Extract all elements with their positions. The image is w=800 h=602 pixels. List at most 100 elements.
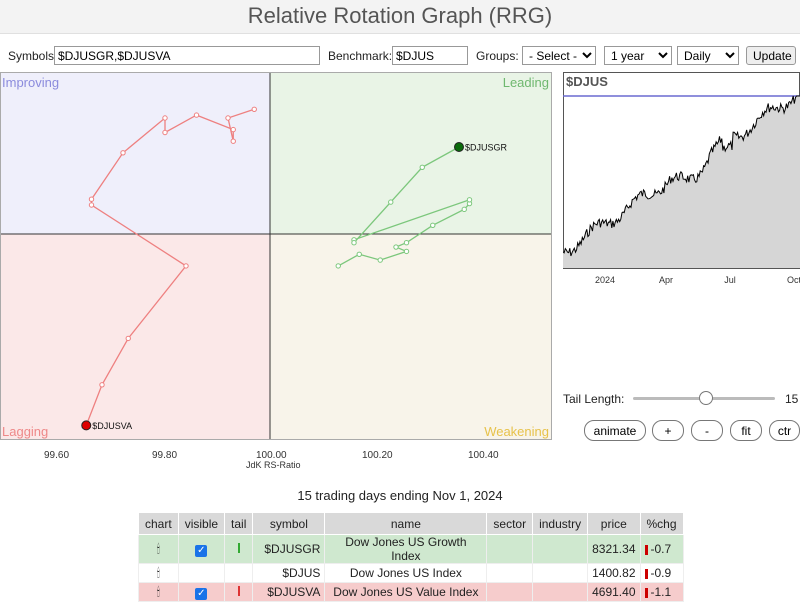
series-tail-point[interactable] (356, 251, 362, 258)
fit-button[interactable]: fit (730, 420, 762, 441)
series-tail-point[interactable] (430, 222, 436, 229)
center-button[interactable]: ctr (769, 420, 800, 441)
series-tail-point[interactable] (466, 197, 473, 203)
check-icon: ✓ (195, 587, 208, 600)
weakening-label: Weakening (484, 424, 549, 439)
interval-select[interactable]: Daily (677, 46, 739, 65)
series-tail-point[interactable] (351, 240, 357, 246)
period-select[interactable]: 1 year (604, 46, 672, 65)
zoom-in-button[interactable]: + (652, 420, 684, 441)
mini-chart-price-line (563, 95, 800, 257)
industry-cell (532, 582, 589, 602)
sector-cell (486, 534, 534, 564)
update-button[interactable]: Update (746, 46, 796, 65)
x-axis-title: JdK RS-Ratio (246, 460, 301, 470)
series-tail-point[interactable] (183, 263, 189, 269)
series-tail-point[interactable] (335, 263, 341, 269)
series-tail-point[interactable] (88, 196, 95, 202)
col-tail: tail (224, 512, 254, 535)
quadrant-improving (0, 72, 270, 234)
col-name: name (324, 512, 488, 535)
sector-cell (486, 582, 534, 602)
series-tail-point[interactable] (403, 248, 410, 255)
x-tick-label: 100.20 (362, 450, 393, 461)
mini-x-tick: 2024 (595, 275, 615, 285)
series-tail-point[interactable] (403, 240, 410, 246)
symbol-cell[interactable]: $DJUS (252, 563, 326, 583)
chg-cell: -0.7 (639, 534, 684, 564)
symbols-label: Symbols: (8, 49, 58, 63)
x-tick-label: 99.80 (152, 450, 178, 461)
animate-button[interactable]: animate (584, 420, 646, 441)
symbol-cell[interactable]: $DJUSVA (252, 582, 326, 602)
tail-color-cell (224, 563, 254, 583)
groups-select[interactable]: - Select - (522, 46, 596, 65)
groups-label: Groups: (476, 49, 519, 63)
series-tail-point[interactable] (230, 126, 236, 133)
price-cell: 4691.40 (587, 582, 641, 602)
visible-cell (177, 563, 226, 583)
zoom-out-button[interactable]: - (691, 420, 723, 441)
quadrant-leading (270, 72, 552, 234)
mini-x-tick: Apr (659, 275, 673, 285)
col-price: price (587, 512, 641, 535)
x-tick-label: 100.40 (468, 450, 499, 461)
check-icon: ✓ (195, 544, 208, 557)
symbols-input[interactable] (54, 46, 320, 65)
symbol-cell[interactable]: $DJUSGR (252, 534, 326, 564)
visible-checkbox[interactable]: ✓ (177, 582, 226, 602)
series-tail-point[interactable] (461, 206, 467, 213)
series-tail-point[interactable] (162, 115, 168, 121)
chg-cell: -0.9 (639, 563, 684, 583)
mini-chart-area (563, 96, 800, 268)
benchmark-input[interactable] (392, 46, 468, 65)
series-head-point[interactable] (81, 420, 92, 431)
industry-cell (532, 563, 589, 583)
table-row: 🕯 $DJUS Dow Jones US Index 1400.82 -0.9 (138, 563, 684, 583)
quadrant-weakening (270, 234, 552, 440)
series-head-point[interactable] (454, 142, 464, 152)
chg-value: -0.9 (650, 566, 672, 580)
tail-length-slider-handle[interactable] (699, 391, 713, 405)
x-axis: 99.60 99.80 100.00 100.20 100.40 JdK RS-… (0, 444, 552, 474)
mini-x-tick: Oct (787, 275, 800, 285)
series-tail-point[interactable] (419, 164, 425, 171)
series-label: $DJUSVA (92, 421, 132, 431)
visible-checkbox[interactable]: ✓ (177, 534, 226, 564)
sector-cell (486, 563, 534, 583)
rrg-plot[interactable]: Improving Leading Lagging Weakening $DJU… (0, 72, 552, 440)
col-visible: visible (177, 512, 226, 535)
series-tail-point[interactable] (225, 115, 231, 121)
series-tail-point[interactable] (162, 129, 168, 136)
candlestick-icon[interactable]: 🕯 (138, 582, 179, 602)
series-tail-point[interactable] (99, 382, 105, 388)
leading-label: Leading (503, 75, 549, 90)
chg-bar (644, 544, 648, 555)
period-caption: 15 trading days ending Nov 1, 2024 (297, 488, 503, 503)
col-chart: chart (138, 512, 179, 535)
chg-value: -1.1 (650, 585, 672, 599)
chg-bar (644, 587, 648, 598)
industry-cell (532, 534, 589, 564)
series-tail-point[interactable] (88, 202, 95, 208)
chg-cell: -1.1 (639, 582, 684, 602)
series-tail-point[interactable] (388, 199, 394, 205)
series-tail-point[interactable] (120, 150, 126, 156)
series-tail-point[interactable] (251, 106, 257, 112)
tail-color-mark (237, 543, 240, 553)
series-tail-point[interactable] (393, 244, 399, 250)
lagging-label: Lagging (2, 424, 48, 439)
candlestick-icon[interactable]: 🕯 (138, 563, 179, 583)
series-tail-point[interactable] (125, 335, 131, 342)
series-label: $DJUSGR (465, 143, 508, 153)
chg-bar (644, 568, 648, 579)
series-tail-point[interactable] (193, 112, 200, 118)
price-cell: 1400.82 (587, 563, 641, 583)
series-tail-point[interactable] (377, 257, 383, 263)
x-tick-label: 100.00 (256, 450, 287, 461)
benchmark-mini-chart: $DJUS 2024 Apr Jul Oct (563, 72, 800, 285)
series-tail-point[interactable] (230, 138, 236, 144)
candlestick-icon[interactable]: 🕯 (138, 534, 179, 564)
name-cell: Dow Jones US Value Index (324, 582, 488, 602)
name-cell: Dow Jones US Index (324, 563, 488, 583)
